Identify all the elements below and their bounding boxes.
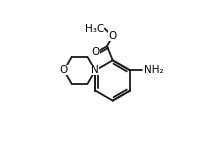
Text: O: O	[60, 65, 68, 75]
Text: N: N	[91, 65, 99, 75]
Text: NH₂: NH₂	[144, 65, 163, 75]
Text: H₃C: H₃C	[85, 24, 104, 34]
Text: O: O	[91, 47, 99, 57]
Text: O: O	[109, 31, 117, 41]
